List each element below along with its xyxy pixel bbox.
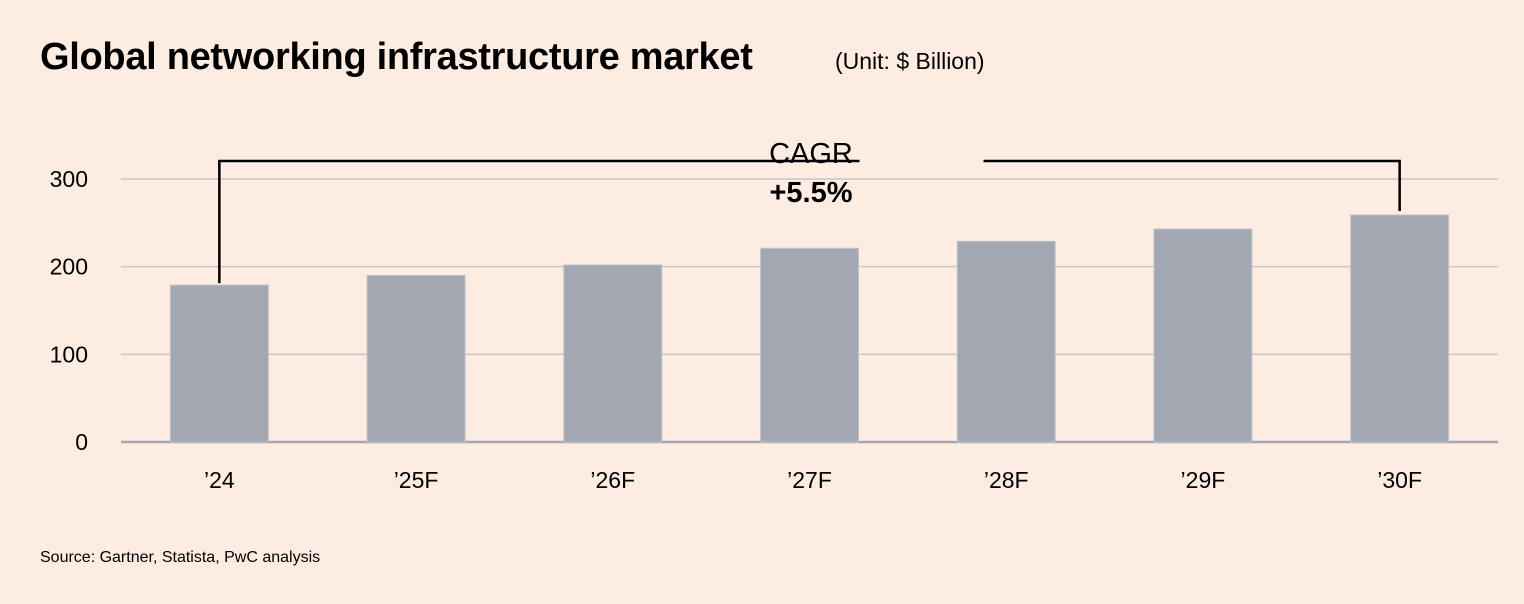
x-tick-label: ’24 bbox=[204, 467, 235, 493]
bar bbox=[760, 247, 859, 443]
y-tick-label: 100 bbox=[50, 341, 88, 367]
y-tick-label: 0 bbox=[75, 429, 88, 455]
cagr-bracket bbox=[218, 159, 1401, 284]
bar bbox=[563, 264, 663, 443]
cagr-value: +5.5% bbox=[769, 177, 852, 209]
cagr-label: CAGR bbox=[769, 138, 853, 170]
x-tick-label: ’29F bbox=[1181, 467, 1226, 493]
x-tick-label: ’30F bbox=[1377, 467, 1422, 493]
bar bbox=[169, 284, 269, 443]
bar bbox=[1350, 214, 1450, 443]
chart-title: Global networking infrastructure market bbox=[40, 36, 753, 78]
bar bbox=[366, 274, 466, 443]
y-tick-label: 300 bbox=[50, 166, 88, 192]
bar bbox=[1153, 228, 1253, 443]
source-note: Source: Gartner, Statista, PwC analysis bbox=[40, 549, 321, 566]
x-tick-label: ’27F bbox=[787, 467, 832, 493]
x-tick-label: ’28F bbox=[984, 467, 1029, 493]
x-tick-label: ’25F bbox=[394, 467, 439, 493]
y-axis-ticks: 0 100 200 300 bbox=[50, 166, 88, 455]
x-axis-ticks: ’24 ’25F ’26F ’27F ’28F ’29F ’30F bbox=[204, 467, 1422, 493]
bars bbox=[169, 214, 1450, 443]
unit-label: (Unit: $ Billion) bbox=[835, 48, 985, 74]
x-tick-label: ’26F bbox=[590, 467, 635, 493]
y-tick-label: 200 bbox=[50, 254, 88, 280]
cagr-annotation: CAGR +5.5% bbox=[218, 138, 1401, 284]
bar bbox=[956, 240, 1056, 443]
